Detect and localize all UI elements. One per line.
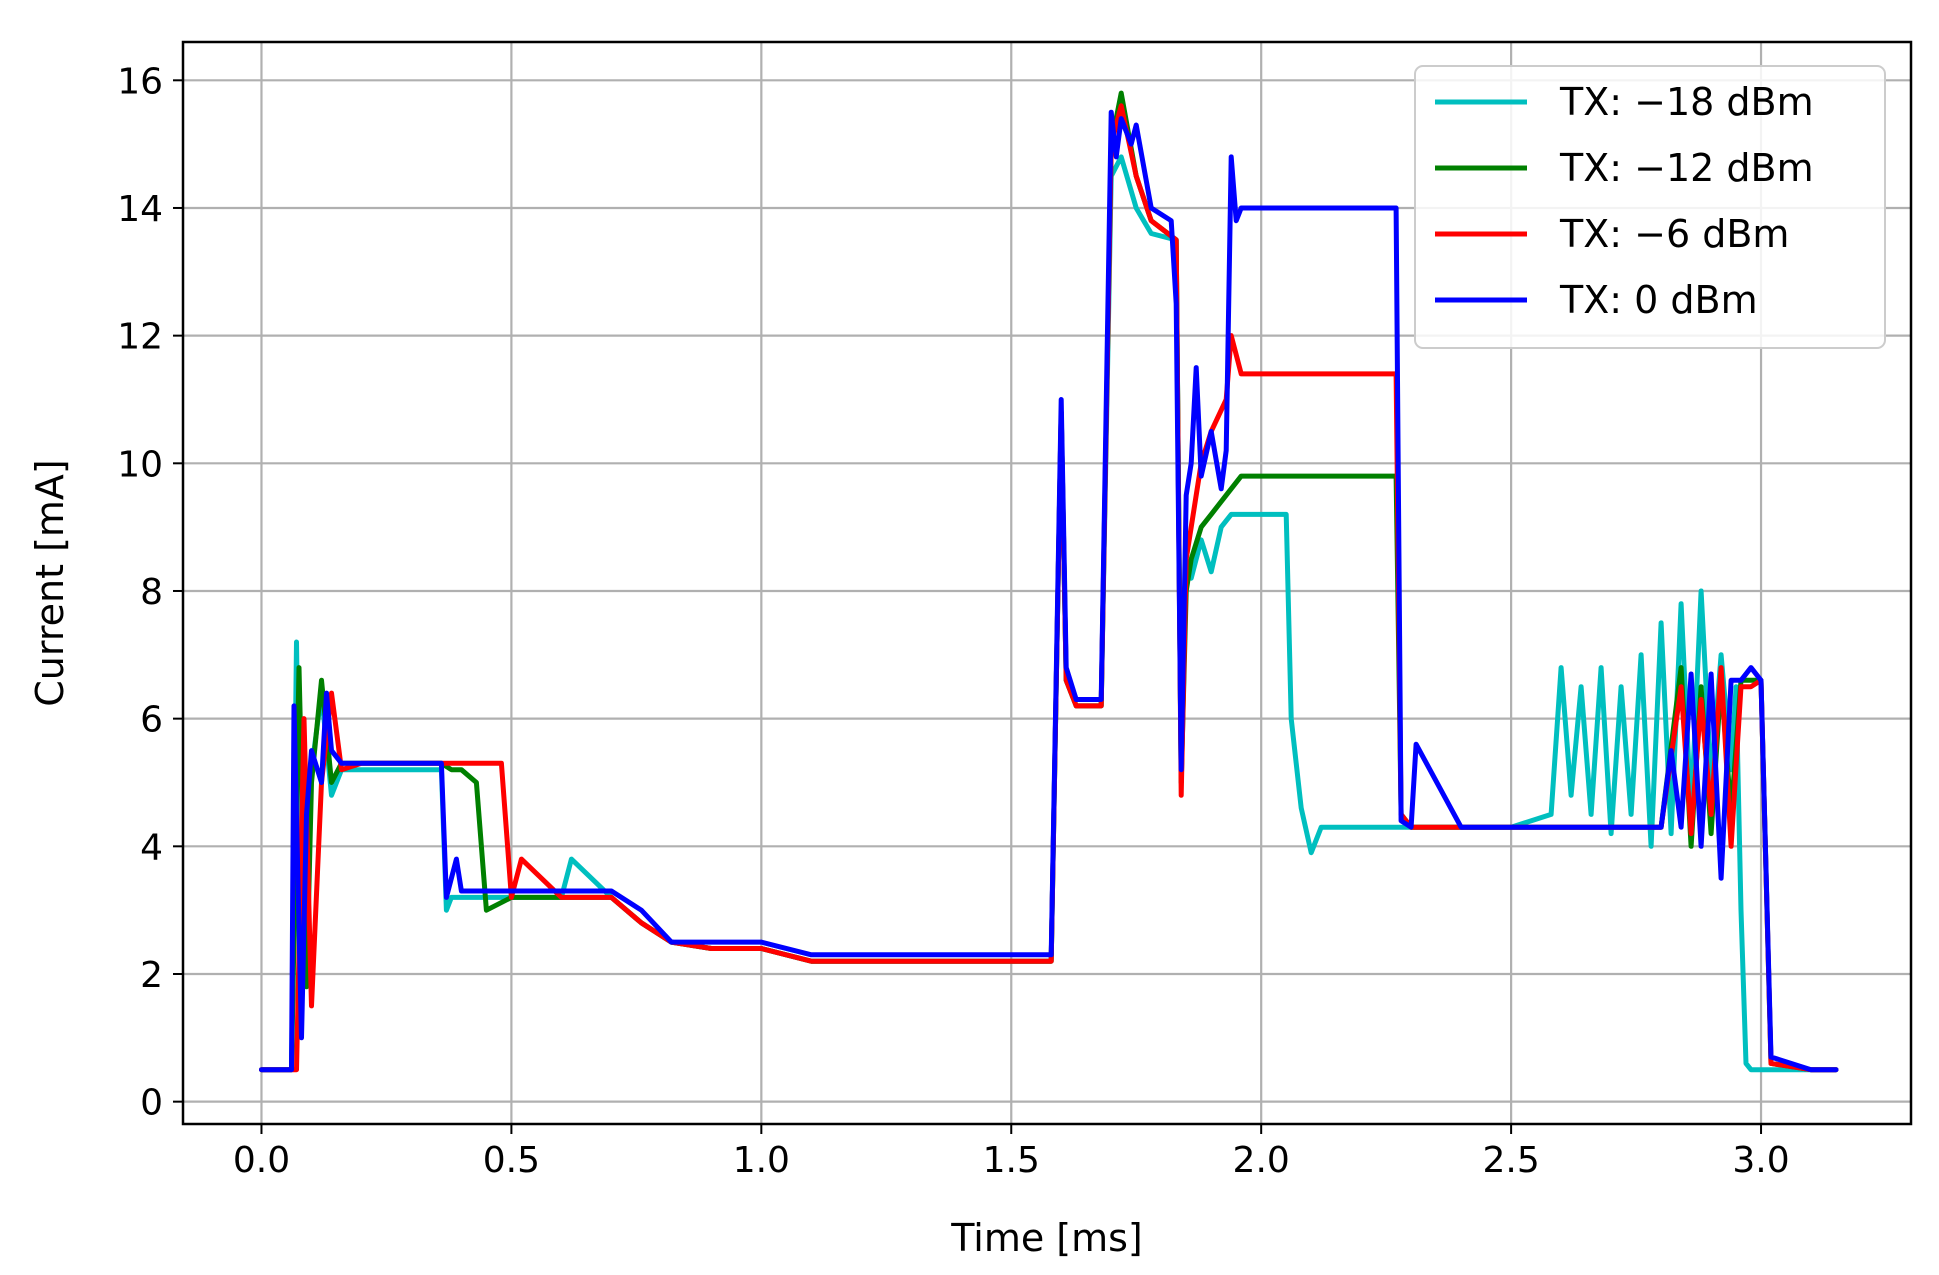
- x-axis-label: Time [ms]: [950, 1216, 1143, 1260]
- axis-ticks: 0.0 0.5 1.0 1.5 2.0 2.5 3.0 0 2 4 6 8 10 12 14 16: [117, 61, 1789, 1181]
- y-tick-label: 10: [117, 444, 163, 485]
- x-tick-label: 0.0: [233, 1140, 290, 1181]
- y-axis-label: Current [mA]: [28, 459, 72, 706]
- y-tick-label: 12: [117, 317, 163, 358]
- x-tick-label: 0.5: [483, 1140, 540, 1181]
- series-lines: [259, 90, 1839, 1073]
- legend-entry-label: TX: 0 dBm: [1559, 278, 1758, 322]
- y-tick-label: 14: [117, 189, 163, 230]
- y-tick-label: 2: [140, 955, 163, 996]
- x-tick-label: 2.5: [1482, 1140, 1539, 1181]
- legend-box: [1414, 65, 1886, 349]
- legend: TX: −18 dBm TX: −12 dBm TX: −6 dBm TX: 0 dB…: [1414, 65, 1886, 349]
- y-tick-label: 4: [140, 827, 163, 868]
- x-tick-label: 2.0: [1233, 1140, 1290, 1181]
- x-tick-label: 1.5: [983, 1140, 1040, 1181]
- legend-entry-label: TX: −6 dBm: [1559, 212, 1789, 256]
- y-tick-label: 0: [140, 1083, 163, 1124]
- y-tick-label: 16: [117, 61, 163, 102]
- x-tick-label: 3.0: [1732, 1140, 1789, 1181]
- plot-area-frame: [181, 40, 1913, 1126]
- series-line-3: [259, 109, 1839, 1073]
- y-tick-label: 8: [140, 572, 163, 613]
- y-tick-label: 6: [140, 700, 163, 741]
- legend-entry-label: TX: −12 dBm: [1559, 146, 1814, 190]
- series-line-2: [259, 103, 1839, 1073]
- x-tick-label: 1.0: [733, 1140, 790, 1181]
- legend-entry-label: TX: −18 dBm: [1559, 80, 1814, 124]
